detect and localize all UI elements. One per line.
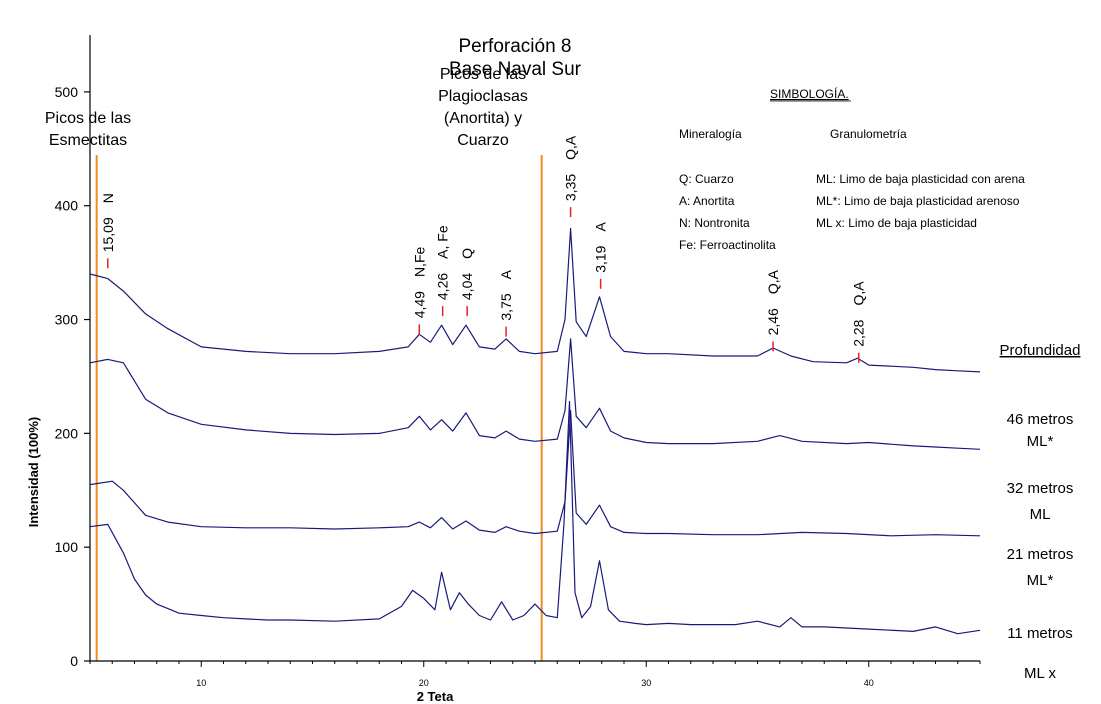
- legend-granulometry-item: ML*: Limo de baja plasticidad arenoso: [816, 194, 1020, 208]
- series-depth-label: 21 metros: [1007, 546, 1074, 563]
- series-depth-label: 46 metros: [1007, 411, 1074, 428]
- peak-mineral: Q,A: [851, 281, 867, 306]
- peak-label: 2,46 Q,A: [765, 269, 781, 335]
- reference-line-label: Plagioclasas: [438, 88, 528, 105]
- peak-d-spacing: 2,28: [851, 319, 867, 346]
- reference-line-label: Picos de las: [440, 66, 526, 83]
- peak-label: 4,04 Q: [459, 248, 475, 300]
- series-soil-label: ML x: [1024, 665, 1056, 682]
- peak-mineral: Q: [459, 248, 475, 259]
- peak-d-spacing: 4,49: [411, 291, 427, 318]
- chart-subtitle: Base Naval Sur: [449, 59, 582, 80]
- series-line: [89, 410, 981, 537]
- peak-mineral: A, Fe: [435, 225, 451, 259]
- peak-mineral: N,Fe: [411, 246, 427, 277]
- series-group: [89, 227, 981, 635]
- peak-label: 3,35 Q,A: [563, 135, 579, 201]
- legend-mineralogy-heading: Mineralogía: [679, 127, 742, 141]
- reference-line-label: Esmectitas: [49, 132, 127, 149]
- reference-line-label: (Anortita) y: [444, 110, 522, 127]
- peak-d-spacing: 4,26: [435, 273, 451, 300]
- legend-heading: SIMBOLOGÍA.: [770, 86, 849, 101]
- peak-d-spacing: 3,19: [593, 245, 609, 272]
- y-tick-label: 300: [55, 312, 79, 328]
- chart-title: Perforación 8: [458, 36, 571, 57]
- x-tick-label: 10: [196, 678, 206, 688]
- peak-d-spacing: 2,46: [765, 308, 781, 335]
- reference-line-label: Cuarzo: [457, 132, 509, 149]
- legend: SIMBOLOGÍA. Mineralogía Granulometría Q:…: [679, 86, 1025, 252]
- x-tick-label: 30: [641, 678, 651, 688]
- axes: 0 100 200 300 400 500 10 20 30 40: [55, 35, 981, 688]
- x-tick-label: 40: [864, 678, 874, 688]
- y-tick-label: 200: [55, 425, 79, 441]
- peak-label: 3,19 A: [593, 222, 609, 273]
- reference-line-label: Picos de las: [45, 110, 131, 127]
- peak-label: 3,75 A: [498, 269, 514, 320]
- series-soil-label: ML*: [1027, 433, 1054, 450]
- legend-granulometry-item: ML x: Limo de baja plasticidad: [816, 216, 977, 230]
- series-line: [89, 227, 981, 373]
- y-tick-label: 100: [55, 539, 79, 555]
- peak-mineral: Q,A: [563, 135, 579, 160]
- x-axis-title: 2 Teta: [417, 689, 454, 704]
- peak-d-spacing: 3,35: [563, 174, 579, 201]
- series-soil-label: ML: [1030, 506, 1051, 523]
- legend-mineral-item: Q: Cuarzo: [679, 172, 734, 186]
- legend-mineral-item: A: Anortita: [679, 194, 735, 208]
- y-tick-label: 500: [55, 84, 79, 100]
- legend-granulometry-heading: Granulometría: [830, 127, 907, 141]
- peak-d-spacing: 3,75: [498, 293, 514, 320]
- peak-label: 2,28 Q,A: [851, 281, 867, 347]
- legend-granulometry-item: ML: Limo de baja plasticidad con arena: [816, 172, 1025, 186]
- y-axis-title: Intensidad (100%): [26, 417, 41, 528]
- series-line: [89, 400, 981, 635]
- series-soil-label: ML*: [1027, 572, 1054, 589]
- peak-annotations: 15,09 N 4,49 N,Fe 4,26 A, Fe 4,04 Q 3,75 A 3,35 Q,A…: [100, 135, 867, 363]
- peak-mineral: N: [100, 193, 116, 203]
- peak-d-spacing: 15,09: [100, 217, 116, 252]
- peak-mineral: A: [498, 269, 514, 279]
- reference-lines: Picos de las Esmectitas Picos de las Plagio…: [45, 66, 543, 661]
- peak-label: 4,49 N,Fe: [411, 246, 427, 318]
- y-tick-label: 400: [55, 198, 79, 214]
- peak-label: 4,26 A, Fe: [435, 225, 451, 300]
- peak-mineral: Q,A: [765, 269, 781, 294]
- series-depth-label: 11 metros: [1007, 625, 1073, 642]
- series-depth-label: 32 metros: [1007, 480, 1074, 497]
- peak-mineral: A: [593, 222, 609, 232]
- peak-d-spacing: 4,04: [459, 273, 475, 300]
- series-line: [89, 338, 981, 450]
- legend-mineral-item: Fe: Ferroactinolita: [679, 238, 776, 252]
- x-tick-label: 20: [419, 678, 429, 688]
- depth-heading: Profundidad: [1000, 342, 1081, 359]
- peak-label: 15,09 N: [100, 193, 116, 252]
- series-labels: 46 metros ML* 32 metros ML 21 metros ML* 11 me…: [1007, 411, 1074, 682]
- legend-mineral-item: N: Nontronita: [679, 216, 750, 230]
- y-tick-label: 0: [70, 653, 78, 669]
